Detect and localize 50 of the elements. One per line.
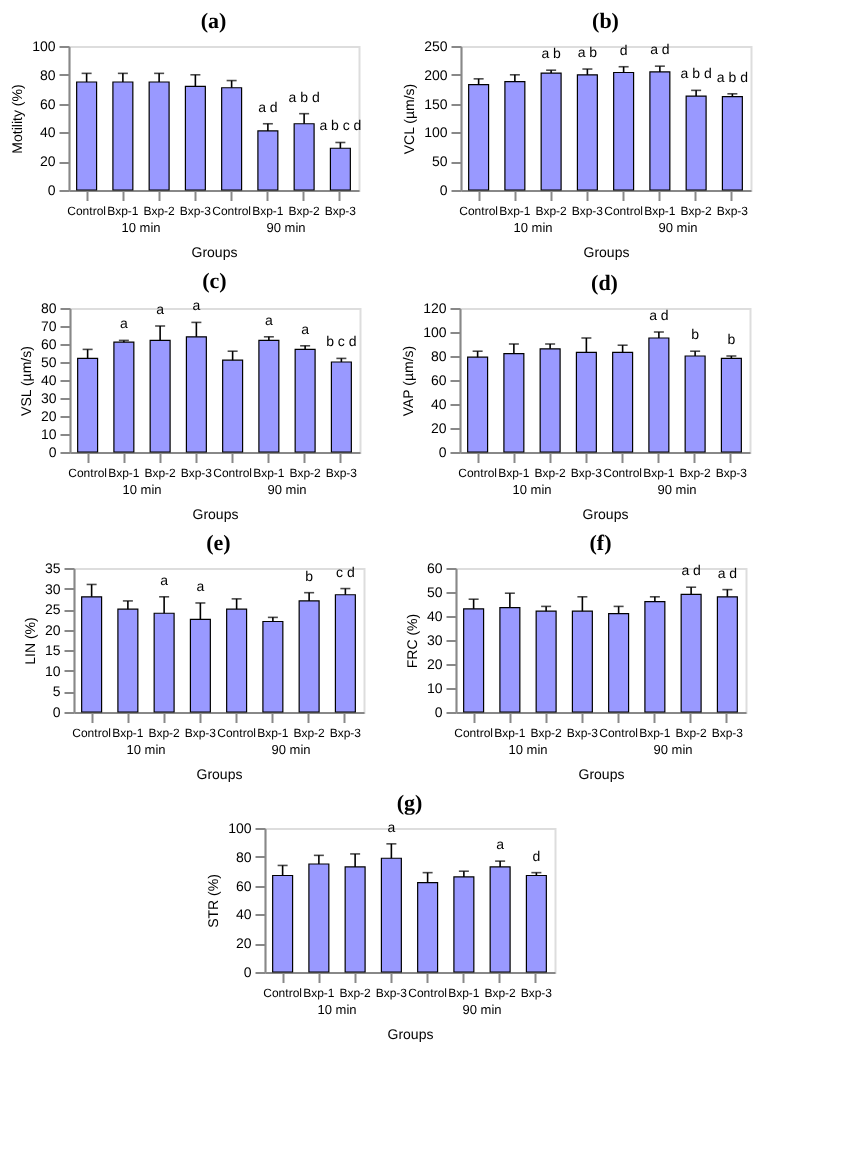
chart-title: (c): [202, 270, 228, 295]
bar: [308, 863, 330, 973]
bar: [329, 147, 351, 191]
bar: [613, 71, 635, 191]
chart-title: (b): [592, 10, 620, 34]
bar: [226, 608, 248, 713]
bar: [148, 81, 170, 191]
bar: [221, 87, 243, 191]
bar: [608, 613, 630, 713]
bar: [489, 866, 511, 973]
bar: [117, 608, 139, 713]
bar: [334, 594, 356, 713]
bar: [503, 353, 525, 453]
bar: [77, 357, 99, 453]
bar: [463, 608, 485, 713]
bar: [112, 81, 134, 191]
bar: [576, 74, 598, 191]
bar: [525, 874, 547, 973]
chart-title: (a): [200, 10, 227, 34]
bar: [467, 356, 489, 453]
bar: [294, 348, 316, 453]
bar: [272, 874, 294, 973]
bar: [539, 348, 561, 453]
chart-title: (e): [206, 532, 232, 556]
bar: [258, 339, 280, 453]
bar: [612, 351, 634, 453]
bar: [685, 95, 707, 191]
bar: [453, 876, 475, 973]
bar: [222, 359, 244, 453]
bar: [257, 130, 279, 191]
chart-title: (g): [396, 791, 423, 816]
bar: [648, 337, 670, 453]
bar: [649, 71, 671, 191]
bar: [684, 355, 706, 453]
bar: [644, 601, 666, 713]
bar: [330, 361, 352, 453]
bar: [468, 83, 490, 191]
chart-title: (d): [591, 272, 619, 296]
bar: [76, 81, 98, 191]
chart-title: (f): [589, 532, 613, 556]
bar: [721, 96, 743, 191]
bar: [680, 593, 702, 713]
bar: [298, 600, 320, 713]
bar: [504, 81, 526, 191]
bar: [540, 72, 562, 191]
bar: [716, 596, 738, 713]
bar: [535, 610, 557, 713]
bar: [720, 357, 742, 453]
bar: [262, 620, 284, 713]
bar: [113, 341, 135, 453]
